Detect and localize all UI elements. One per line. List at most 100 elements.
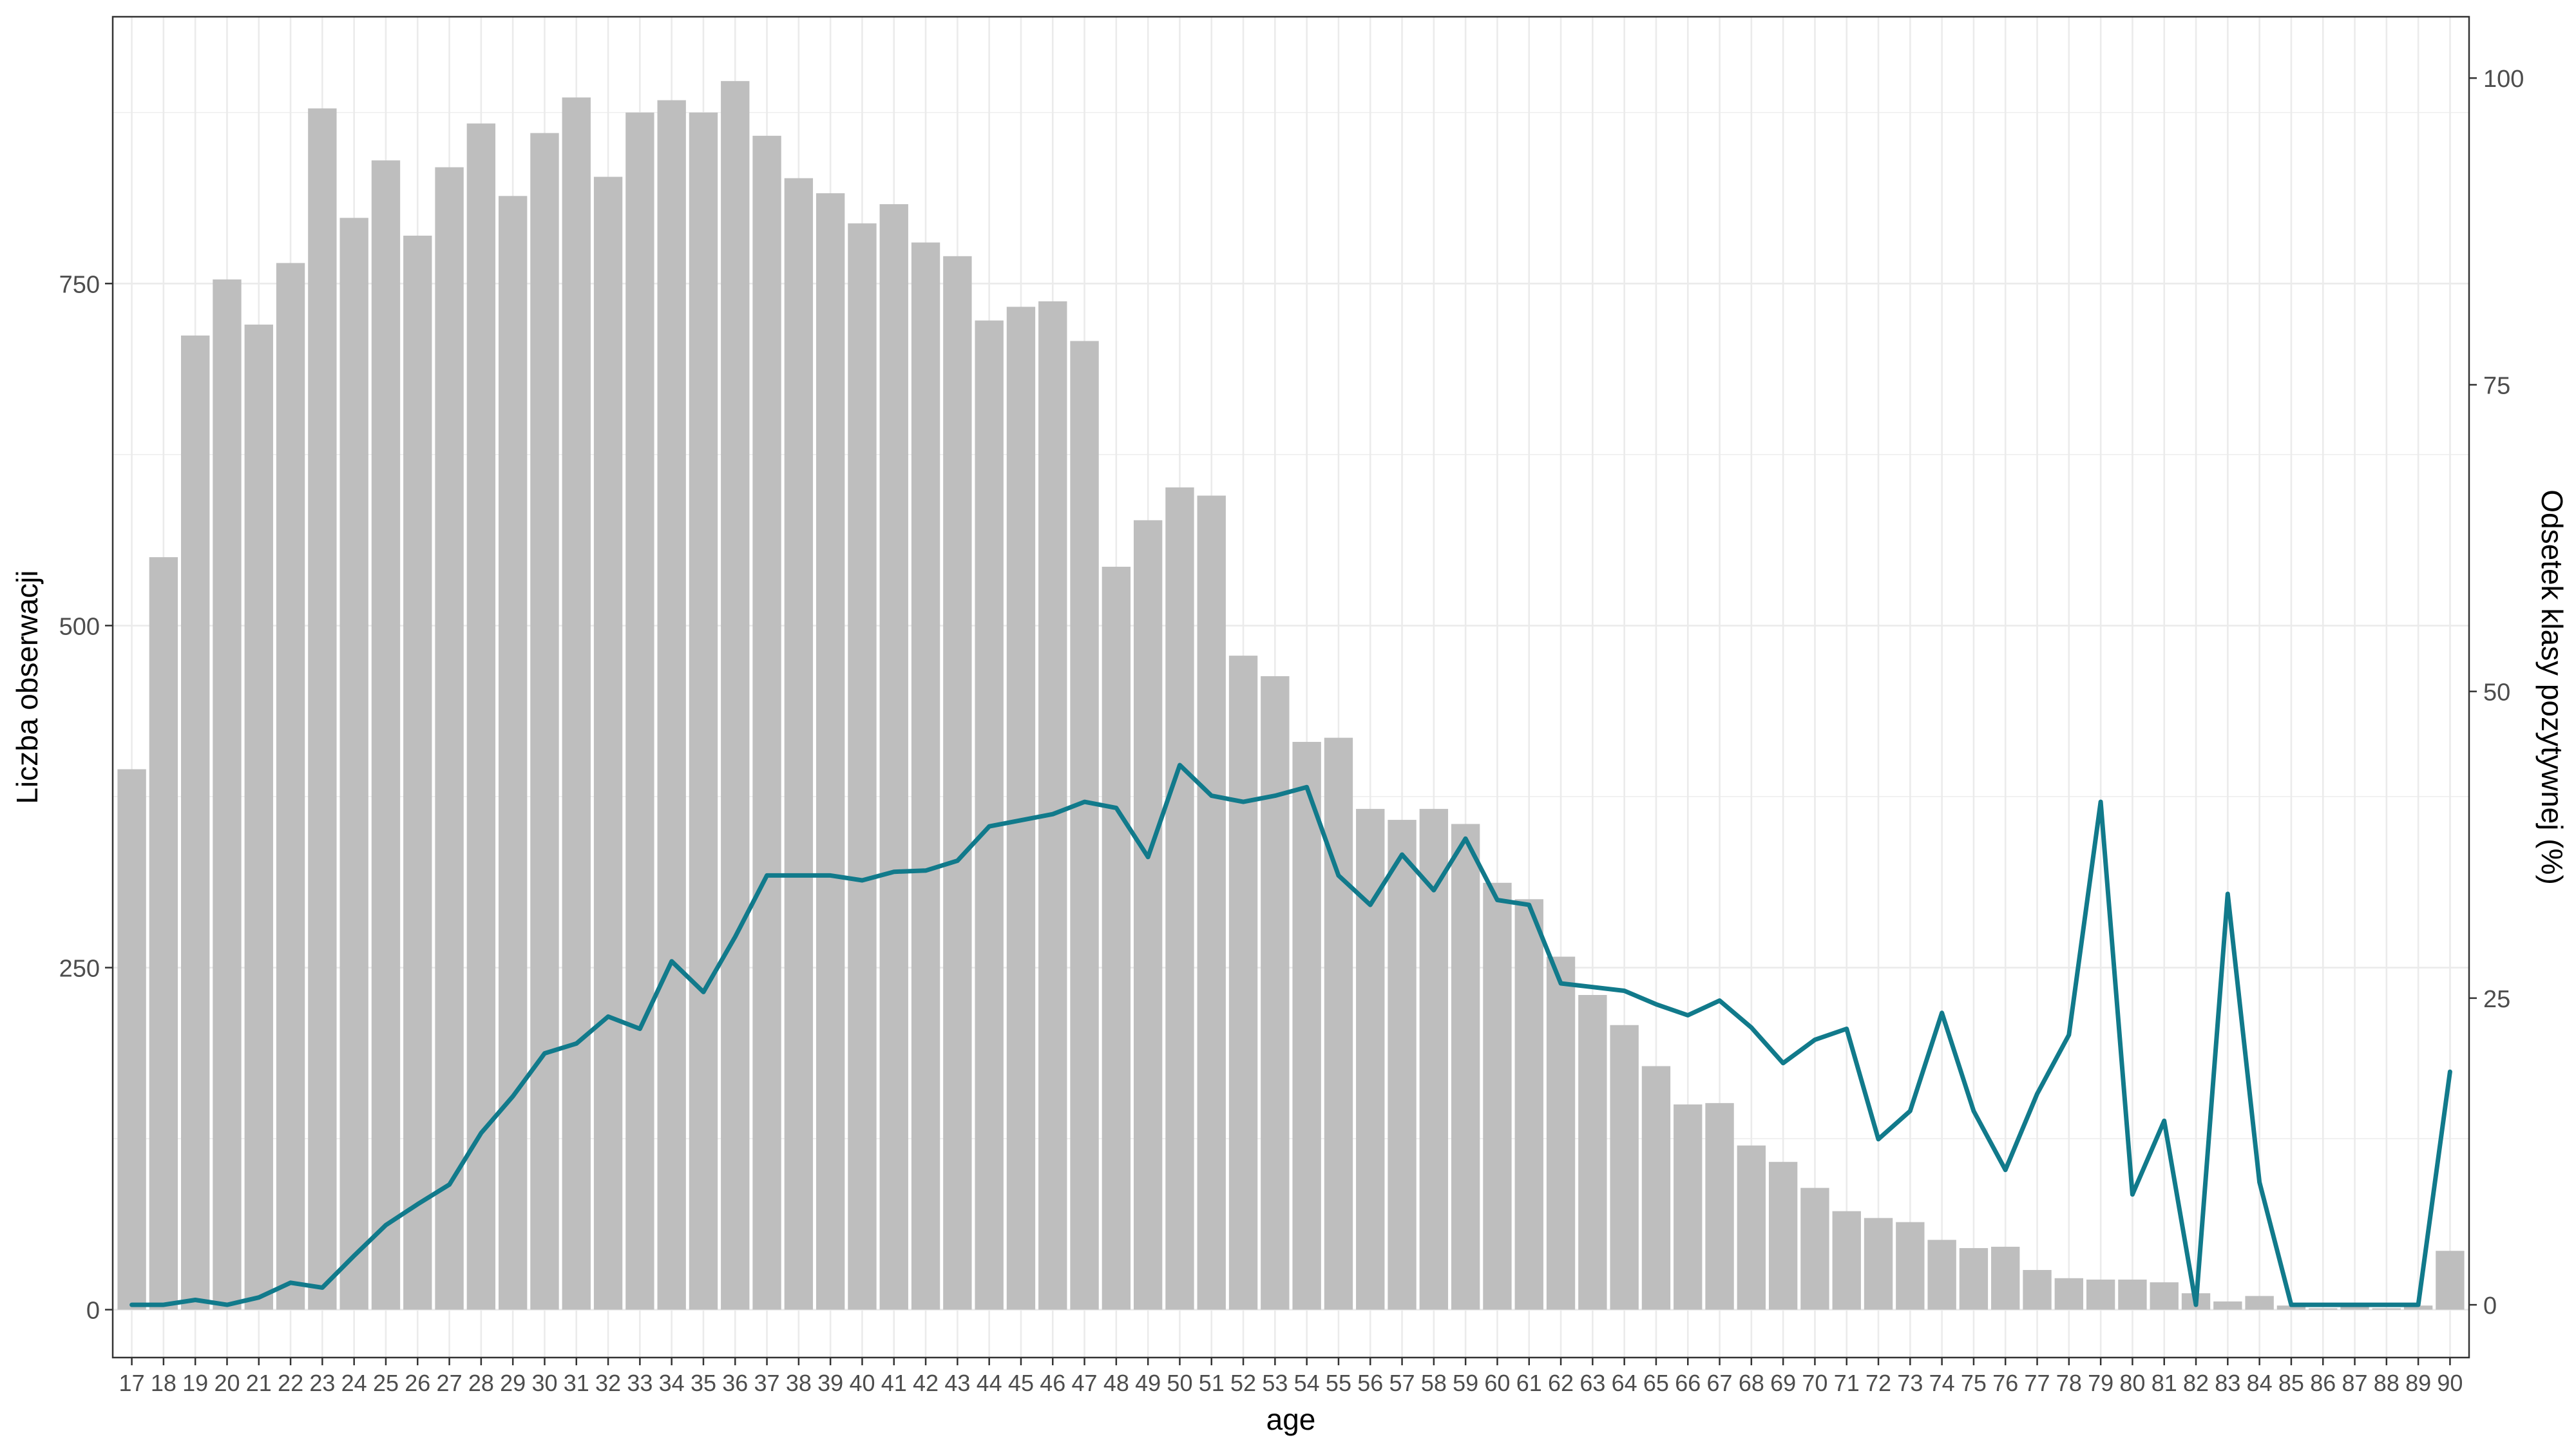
bar-age-77 [2023,1270,2052,1310]
x-tick-label-66: 66 [1675,1370,1701,1396]
bar-age-66 [1674,1104,1703,1310]
bar-age-54 [1292,741,1321,1310]
bar-age-39 [816,193,845,1310]
bar-age-49 [1133,520,1163,1310]
x-tick-label-90: 90 [2437,1370,2463,1396]
right-tick-label: 75 [2483,372,2510,399]
positive-rate-line [129,762,2452,1307]
x-tick-label-59: 59 [1453,1370,1478,1396]
right-tick-label: 50 [2483,679,2510,706]
bar-age-35 [689,112,718,1310]
bar-age-59 [1451,824,1480,1310]
x-tick-label-81: 81 [2151,1370,2177,1396]
bar-age-47 [1070,341,1099,1310]
bars [117,80,2465,1310]
right-tick-label: 0 [2483,1293,2497,1320]
x-tick-label-56: 56 [1357,1370,1383,1396]
bar-age-87 [2340,1305,2369,1310]
x-tick-label-53: 53 [1262,1370,1288,1396]
bar-age-23 [308,108,337,1310]
x-tick-label-45: 45 [1008,1370,1034,1396]
bar-age-34 [657,100,686,1310]
bar-age-36 [721,80,750,1310]
panel-border [111,15,2470,1359]
bar-age-31 [562,97,591,1310]
bar-age-63 [1578,995,1607,1310]
right-tick-label: 25 [2483,986,2510,1013]
bar-age-80 [2118,1279,2147,1310]
bar-age-71 [1832,1211,1861,1310]
bar-age-40 [848,223,877,1310]
x-tick-label-17: 17 [119,1370,145,1396]
x-tick-label-61: 61 [1516,1370,1542,1396]
bar-age-61 [1514,899,1543,1310]
bar-age-81 [2150,1282,2179,1310]
x-tick-label-79: 79 [2088,1370,2113,1396]
x-tick-label-43: 43 [944,1370,970,1396]
bar-age-52 [1228,656,1258,1310]
y-axis-right-title: Odsetek klasy pozytywnej (%) [2535,489,2569,885]
x-tick-label-74: 74 [1929,1370,1955,1396]
bar-age-38 [784,178,814,1310]
x-tick-label-34: 34 [659,1370,685,1396]
bar-age-22 [276,263,305,1310]
x-tick-label-37: 37 [754,1370,780,1396]
x-tick-label-70: 70 [1802,1370,1827,1396]
x-tick-label-83: 83 [2215,1370,2240,1396]
bottom-axis: 17 18 19 20 21 22 23 24 25 26 27 28 29 30 31 32 33 34 35 36… [119,1358,2463,1396]
bar-age-53 [1261,676,1290,1310]
x-tick-label-64: 64 [1612,1370,1637,1396]
x-tick-label-25: 25 [373,1370,399,1396]
bar-age-90 [2436,1251,2465,1310]
x-tick-label-63: 63 [1579,1370,1605,1396]
bar-age-72 [1864,1218,1893,1310]
bar-age-65 [1641,1066,1671,1310]
x-tick-label-48: 48 [1103,1370,1129,1396]
x-tick-label-80: 80 [2119,1370,2145,1396]
bar-age-37 [752,135,781,1310]
bar-age-33 [625,112,654,1310]
x-tick-label-55: 55 [1326,1370,1351,1396]
x-tick-label-38: 38 [786,1370,812,1396]
x-tick-label-76: 76 [1992,1370,2018,1396]
bar-age-44 [975,320,1004,1310]
x-tick-label-28: 28 [468,1370,494,1396]
x-tick-label-89: 89 [2405,1370,2431,1396]
bar-age-18 [149,557,178,1310]
x-tick-label-87: 87 [2342,1370,2367,1396]
x-tick-label-58: 58 [1421,1370,1447,1396]
x-tick-label-46: 46 [1040,1370,1065,1396]
x-tick-label-40: 40 [849,1370,875,1396]
bar-age-26 [403,235,432,1310]
bar-age-41 [879,204,908,1310]
left-tick-label: 500 [59,613,100,640]
x-tick-label-23: 23 [309,1370,335,1396]
x-tick-label-52: 52 [1230,1370,1256,1396]
bar-age-73 [1896,1222,1925,1310]
x-tick-label-84: 84 [2247,1370,2273,1396]
bar-age-74 [1927,1240,1956,1310]
bar-age-70 [1800,1188,1829,1310]
line-positive-rate [129,762,2452,1307]
x-tick-label-72: 72 [1865,1370,1891,1396]
x-tick-label-88: 88 [2374,1370,2399,1396]
x-tick-label-20: 20 [214,1370,240,1396]
x-tick-label-31: 31 [564,1370,589,1396]
x-tick-label-54: 54 [1294,1370,1320,1396]
x-tick-label-44: 44 [977,1370,1002,1396]
x-tick-label-47: 47 [1072,1370,1098,1396]
bar-age-76 [1991,1246,2020,1310]
bar-age-28 [466,123,496,1310]
bar-age-24 [339,218,368,1310]
bar-age-17 [117,769,146,1310]
left-tick-label: 0 [86,1298,100,1325]
bar-age-29 [498,196,528,1310]
x-tick-label-22: 22 [278,1370,303,1396]
left-tick-label: 750 [59,271,100,298]
bar-age-86 [2309,1308,2338,1310]
x-tick-label-18: 18 [151,1370,177,1396]
bar-age-51 [1197,495,1226,1310]
bar-age-64 [1610,1025,1639,1310]
x-axis-title: age [1266,1403,1316,1436]
